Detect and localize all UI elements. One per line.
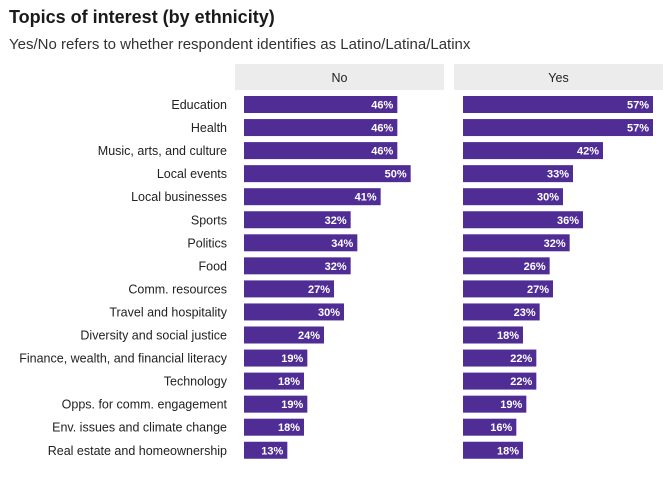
- data-label: 36%: [557, 215, 579, 227]
- data-label: 46%: [371, 146, 393, 158]
- data-label: 42%: [577, 146, 599, 158]
- bar: [244, 303, 344, 321]
- data-label: 18%: [497, 445, 519, 457]
- data-label: 18%: [278, 376, 300, 388]
- category-label: Opps. for comm. engagement: [62, 398, 228, 412]
- category-label: Politics: [187, 236, 227, 250]
- data-label: 27%: [527, 284, 549, 296]
- category-label: Finance, wealth, and financial literacy: [19, 352, 228, 366]
- category-label: Technology: [164, 375, 228, 389]
- data-label: 22%: [510, 376, 532, 388]
- category-label: Sports: [191, 213, 227, 227]
- bar: [463, 119, 653, 137]
- bar: [244, 96, 398, 113]
- data-label: 57%: [627, 123, 649, 135]
- data-label: 18%: [278, 422, 300, 434]
- category-label: Env. issues and climate change: [52, 421, 227, 435]
- facet-label-yes: Yes: [548, 71, 568, 85]
- chart-title: Topics of interest (by ethnicity): [9, 7, 275, 27]
- category-label: Local events: [157, 167, 227, 181]
- bar: [463, 326, 523, 344]
- category-label: Local businesses: [131, 190, 227, 204]
- data-label: 19%: [281, 353, 303, 365]
- category-label: Comm. resources: [128, 282, 227, 296]
- data-label: 19%: [500, 399, 522, 411]
- bar: [463, 372, 537, 390]
- data-label: 22%: [510, 353, 532, 365]
- bar: [463, 142, 603, 160]
- category-label: Travel and hospitality: [109, 305, 227, 319]
- category-label: Real estate and homeownership: [48, 444, 227, 458]
- facet-strip-no: [235, 64, 444, 90]
- bar: [244, 257, 351, 275]
- data-label: 26%: [524, 261, 546, 273]
- data-label: 32%: [544, 238, 566, 250]
- data-label: 30%: [537, 192, 559, 204]
- data-label: 33%: [547, 169, 569, 181]
- facet-strip-yes: [454, 64, 663, 90]
- category-label: Food: [199, 259, 228, 273]
- category-label: Health: [191, 121, 227, 135]
- bar: [463, 165, 573, 183]
- bar: [463, 188, 563, 206]
- data-label: 41%: [355, 192, 377, 204]
- data-label: 18%: [497, 330, 519, 342]
- category-label: Diversity and social justice: [80, 329, 227, 343]
- data-label: 46%: [371, 100, 393, 112]
- bar: [244, 165, 411, 183]
- bar: [244, 326, 324, 344]
- bar: [463, 280, 553, 298]
- bar: [244, 211, 351, 229]
- data-label: 24%: [298, 330, 320, 342]
- bar: [244, 234, 358, 252]
- data-label: 23%: [514, 307, 536, 319]
- bar: [244, 372, 304, 390]
- category-label: Music, arts, and culture: [98, 144, 227, 158]
- bar: [244, 441, 288, 459]
- data-label: 16%: [490, 422, 512, 434]
- bar: [244, 280, 334, 298]
- bar: [244, 119, 398, 137]
- bar: [463, 303, 540, 321]
- bar: [244, 349, 308, 367]
- data-label: 32%: [325, 215, 347, 227]
- category-label: Education: [171, 98, 227, 112]
- facet-label-no: No: [332, 71, 348, 85]
- bar: [244, 188, 381, 206]
- data-label: 50%: [385, 169, 407, 181]
- bar: [244, 418, 304, 436]
- bar: [463, 96, 653, 113]
- bar: [463, 441, 523, 459]
- data-label: 30%: [318, 307, 340, 319]
- bar: [463, 349, 537, 367]
- data-label: 32%: [325, 261, 347, 273]
- data-label: 57%: [627, 100, 649, 112]
- data-label: 34%: [331, 238, 353, 250]
- data-label: 13%: [261, 445, 283, 457]
- bar: [463, 234, 570, 252]
- bar: [244, 395, 308, 413]
- bar: [463, 257, 550, 275]
- data-label: 19%: [281, 399, 303, 411]
- bar: [463, 418, 517, 436]
- bar: [463, 395, 527, 413]
- data-label: 27%: [308, 284, 330, 296]
- bar: [244, 142, 398, 160]
- bar: [463, 211, 583, 229]
- data-label: 46%: [371, 123, 393, 135]
- chart-subtitle: Yes/No refers to whether respondent iden…: [9, 36, 471, 53]
